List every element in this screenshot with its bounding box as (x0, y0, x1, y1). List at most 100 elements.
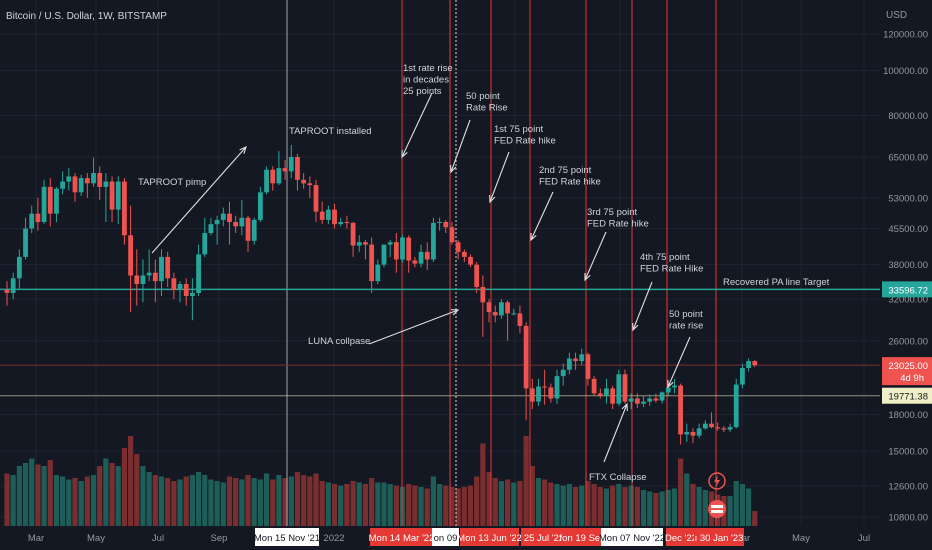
date-label: fon 19 Sep (560, 533, 606, 544)
volume-bar (270, 479, 276, 526)
annotation-text: 50 point Rate Rise (466, 91, 508, 114)
volume-bar (560, 485, 566, 526)
volume-bar (375, 482, 381, 526)
volume-bar (702, 490, 708, 526)
candle-body (214, 219, 220, 225)
candle-body (288, 156, 294, 172)
volume-bar (10, 475, 16, 526)
volume-bar (282, 478, 288, 526)
candle-body (369, 244, 375, 282)
candle-body (319, 211, 325, 220)
date-label-tag[interactable] (460, 528, 519, 546)
candle-body (628, 398, 634, 402)
volume-bar (208, 479, 214, 526)
volume-bar (115, 466, 121, 526)
volume-bar (480, 443, 486, 526)
volume-bar (331, 484, 338, 526)
volume-bar (245, 475, 251, 526)
date-label: ı 30 Jan '23 (695, 533, 744, 544)
volume-bar (628, 485, 634, 526)
candle-body (325, 209, 331, 220)
candle-body (257, 192, 263, 220)
candle-body (10, 278, 16, 293)
arrow-head (449, 164, 457, 174)
candle-body (29, 213, 35, 229)
volume-bar (554, 484, 560, 526)
price-lines (0, 288, 880, 397)
low-line-price-tag[interactable] (882, 387, 932, 404)
candle-body (165, 256, 171, 279)
candle-body (610, 388, 616, 404)
volume-bar (22, 463, 29, 526)
date-label: Dec '22 (665, 533, 697, 544)
volume-bar (226, 476, 233, 526)
volume-bar (214, 481, 220, 526)
price-axis-panel[interactable] (880, 0, 932, 550)
arrow-line (632, 281, 653, 331)
annotation-text: 1st 75 point FED Rate hike (494, 124, 556, 147)
volume-bar (653, 493, 659, 526)
volume-bar (610, 485, 616, 526)
date-label-tag[interactable] (561, 528, 604, 546)
date-label-tag[interactable] (370, 528, 433, 546)
arrow-line (401, 92, 433, 158)
date-label-tag[interactable] (521, 528, 567, 546)
candle-body (177, 284, 183, 290)
date-label-tag[interactable] (432, 528, 459, 546)
month-tick-label: May (792, 533, 810, 544)
volume-bar (152, 475, 158, 526)
volume-bar (393, 485, 399, 526)
volume-bar (362, 484, 369, 526)
current-price-tag[interactable] (882, 357, 932, 386)
candle-body (152, 272, 158, 282)
annotation-text: FTX Collapse (589, 472, 647, 483)
candle-body (659, 392, 665, 401)
date-label-tag[interactable] (666, 528, 696, 546)
volume-bar (171, 481, 177, 526)
candle-body (159, 256, 164, 282)
date-label-tag[interactable] (601, 528, 663, 546)
candlesticks (4, 145, 758, 445)
alert-icons[interactable] (708, 472, 726, 518)
candle-body (97, 173, 103, 187)
month-tick-label: Jul (152, 533, 164, 544)
arrow-line (584, 231, 607, 281)
month-tick-label: Sep (211, 533, 228, 544)
candle-body (171, 278, 177, 290)
candle-body (239, 217, 245, 227)
annotation-arrows (151, 92, 691, 463)
lightning-icon[interactable] (708, 472, 726, 490)
price-tick-label: 45500.00 (888, 224, 928, 235)
flag-stripe (711, 508, 723, 510)
candle-body (554, 376, 560, 399)
pa-line-price-tag[interactable] (882, 281, 932, 298)
event-lines (286, 0, 717, 526)
volume-bar (579, 485, 585, 526)
candle-body (702, 423, 708, 429)
volume-bar (424, 488, 430, 526)
volume-bar (449, 487, 455, 526)
candle-body (115, 181, 121, 210)
volume-bar (597, 487, 603, 526)
price-tick-label: 53000.00 (888, 193, 928, 204)
candle-body (604, 388, 609, 396)
candle-body (381, 244, 387, 265)
candle-body (282, 168, 288, 172)
volume-bar (418, 487, 424, 526)
volume-bars (4, 436, 758, 526)
date-label-tag[interactable] (255, 528, 319, 546)
arrow-head (584, 272, 591, 282)
candle-body (542, 386, 548, 388)
price-tick-label: 32000.00 (888, 295, 928, 306)
candle-body (597, 393, 603, 396)
volume-bar (504, 479, 511, 526)
candle-body (709, 423, 714, 428)
price-tick-label: 100000.00 (883, 66, 928, 77)
volume-bar (678, 458, 684, 526)
candle-body (573, 358, 578, 362)
volume-bar (350, 481, 356, 526)
annotations: TAPROOT pimp TAPROOT installed 1st rate ri… (138, 63, 830, 483)
date-label-tag[interactable] (694, 528, 744, 546)
